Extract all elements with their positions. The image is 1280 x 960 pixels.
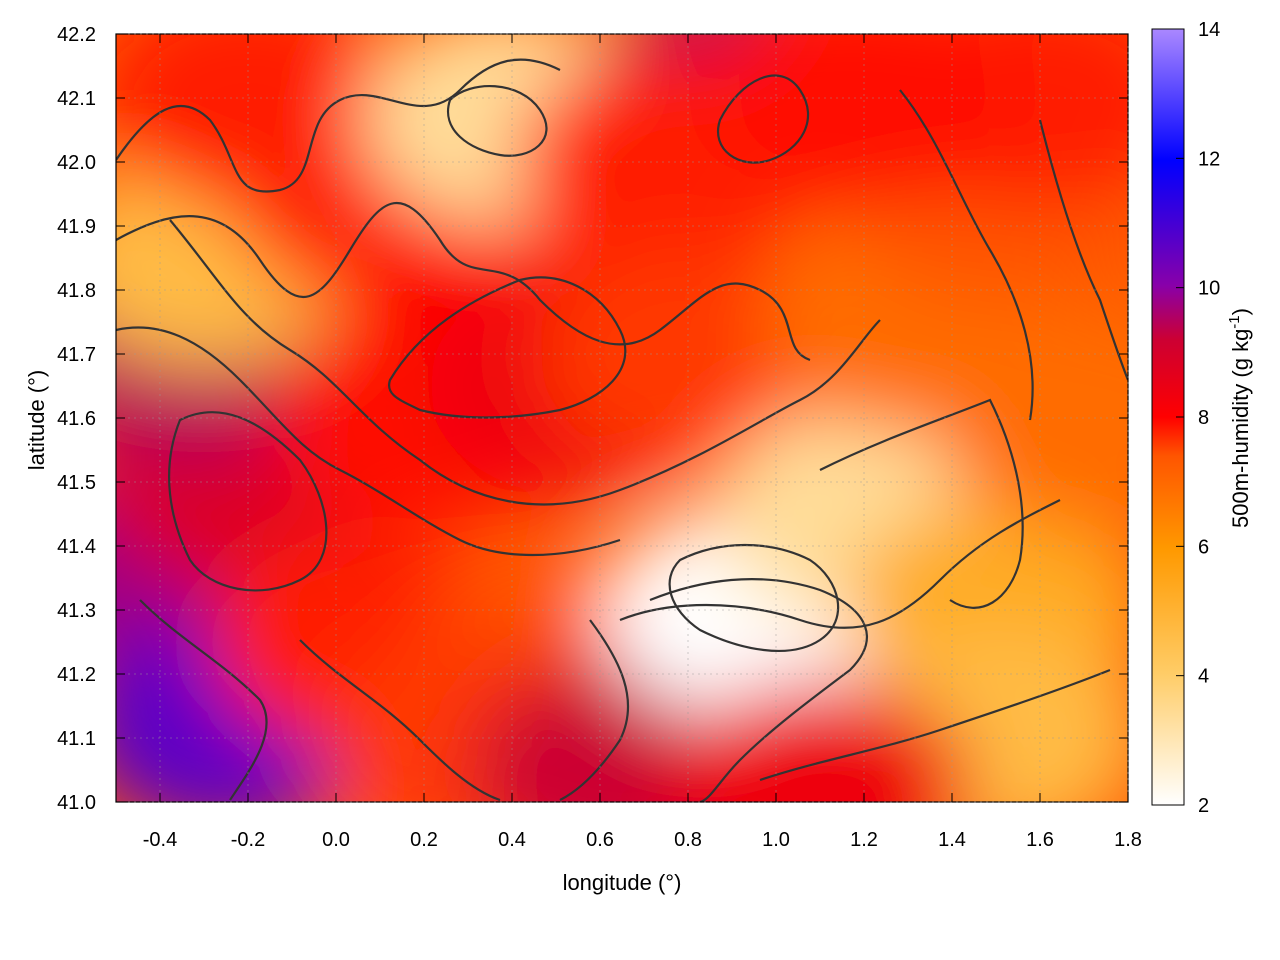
contour-line — [619, 499, 1061, 629]
x-tick-label: -0.4 — [143, 829, 177, 851]
contour-line — [447, 84, 548, 157]
y-tick-label: 42.2 — [57, 24, 96, 46]
colorbar-tick-label: 8 — [1198, 407, 1209, 429]
x-tick-label: 0.4 — [498, 829, 526, 851]
y-tick-label: 42.0 — [57, 152, 96, 174]
contour-line — [649, 578, 868, 802]
x-tick-label: 1.0 — [762, 829, 790, 851]
x-axis: -0.4 -0.2 0.0 0.2 0.4 0.6 0.8 1.0 1.2 1.4 1.6 1.8 — [143, 34, 1142, 851]
contour-line — [299, 639, 501, 802]
contour-line — [167, 411, 328, 592]
contour-line — [668, 543, 840, 652]
contour-line — [169, 219, 881, 506]
x-tick-label: 1.4 — [938, 829, 966, 851]
contour-line — [116, 58, 561, 193]
x-tick-label: 1.6 — [1026, 829, 1054, 851]
y-tick-label: 41.5 — [57, 472, 96, 494]
x-tick-label: 1.2 — [850, 829, 878, 851]
heat-region — [714, 34, 1014, 208]
colorbar-tick-label: 12 — [1198, 148, 1220, 170]
y-tick-label: 41.0 — [57, 792, 96, 814]
colorbar-title-main: 500m-humidity (g kg — [1228, 329, 1253, 528]
colorbar-tick-label: 2 — [1198, 795, 1209, 817]
contour-line — [387, 276, 627, 419]
x-axis-title: longitude (°) — [563, 870, 682, 895]
contour-lines — [116, 58, 1128, 802]
y-tick-label: 42.1 — [57, 88, 96, 110]
contour-line — [139, 599, 268, 801]
contour-line — [116, 202, 811, 362]
contour-line — [717, 74, 810, 164]
x-tick-label: -0.2 — [231, 829, 265, 851]
contour-line — [1038, 119, 1128, 381]
colorbar-tick-label: 6 — [1198, 536, 1209, 558]
colorbar-axis: 2 4 6 8 10 12 14 — [1176, 19, 1220, 817]
heat-region — [670, 679, 970, 802]
contour-line — [559, 619, 630, 801]
contour-line — [899, 89, 1034, 421]
x-tick-label: 0.0 — [322, 829, 350, 851]
colorbar-tick-label: 10 — [1198, 278, 1220, 300]
colorbar-title-end: ) — [1228, 308, 1253, 315]
x-tick-label: 0.6 — [586, 829, 614, 851]
contour-line — [759, 668, 1111, 782]
y-tick-label: 41.6 — [57, 408, 96, 430]
contour-line — [819, 398, 1024, 609]
heatmap-field — [116, 34, 1128, 802]
y-axis-title: latitude (°) — [24, 370, 49, 471]
colorbar-tick-label: 4 — [1198, 666, 1209, 688]
x-tick-label: 1.8 — [1114, 829, 1142, 851]
y-axis: 41.0 41.1 41.2 41.3 41.4 41.5 41.6 41.7 41.8 41.9… — [57, 24, 1128, 814]
heatmap-area — [116, 34, 1128, 802]
colorbar-title-sup: -1 — [1226, 315, 1243, 328]
contour-line — [116, 326, 621, 557]
y-tick-label: 41.9 — [57, 216, 96, 238]
colorbar-title: 500m-humidity (g kg-1) — [1226, 308, 1253, 528]
y-tick-label: 41.1 — [57, 728, 96, 750]
y-tick-label: 41.7 — [57, 344, 96, 366]
y-tick-label: 41.2 — [57, 664, 96, 686]
y-tick-label: 41.8 — [57, 280, 96, 302]
y-tick-label: 41.3 — [57, 600, 96, 622]
colorbar-tick-label: 14 — [1198, 19, 1220, 41]
y-tick-label: 41.4 — [57, 536, 96, 558]
x-tick-label: 0.8 — [674, 829, 702, 851]
x-tick-label: 0.2 — [410, 829, 438, 851]
